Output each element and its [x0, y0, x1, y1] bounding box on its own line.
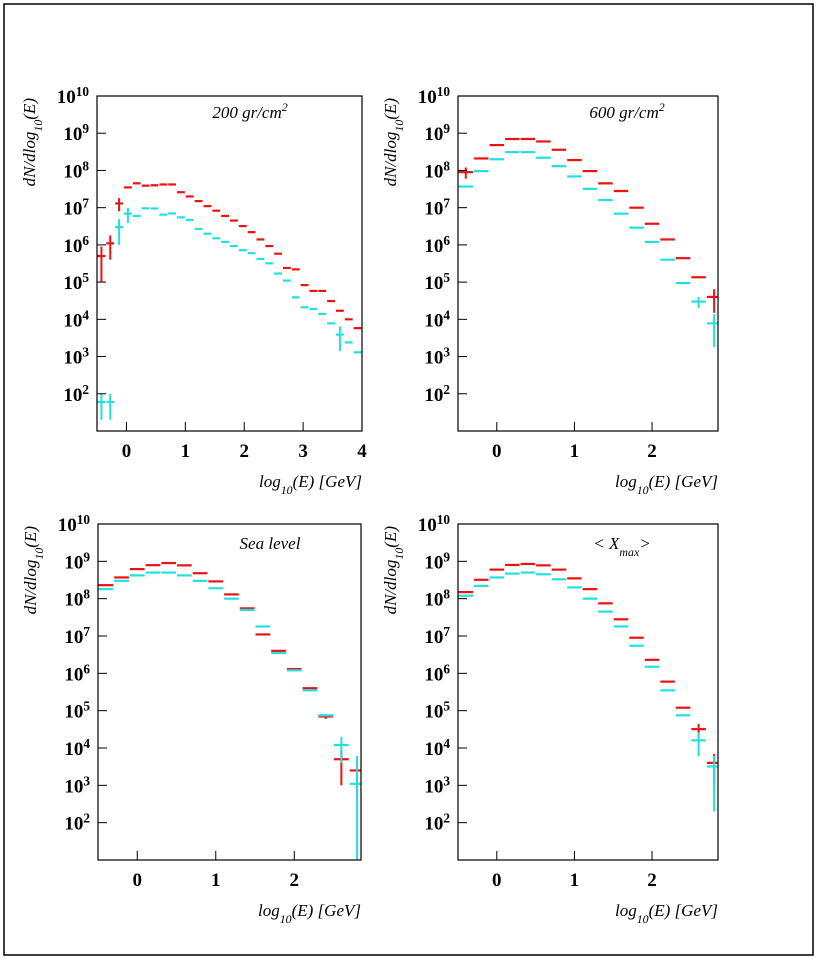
y-tick-label: 103 [63, 344, 89, 369]
x-axis-label: log10(E) [GeV] [615, 901, 718, 926]
x-axis-label: log10(E) [GeV] [615, 472, 718, 497]
x-tick-label: 3 [298, 441, 308, 462]
y-tick-label: 105 [64, 698, 90, 723]
y-tick-label: 103 [424, 773, 450, 798]
y-tick-label: 103 [64, 773, 90, 798]
y-axis-label: dN/dlog10(E) [20, 98, 45, 187]
y-tick-label: 104 [424, 307, 450, 332]
y-tick-label: 106 [424, 232, 450, 257]
y-tick-label: 1010 [57, 84, 90, 109]
plot [458, 562, 718, 812]
x-tick-label: 1 [211, 870, 221, 891]
frame [3, 3, 814, 956]
y-tick-label: 1010 [418, 84, 451, 109]
y-tick-label: 108 [63, 158, 89, 183]
y-tick-label: 1010 [418, 512, 451, 537]
plot-frame [97, 523, 362, 861]
panel-title: Sea level [240, 534, 301, 553]
x-tick-label: 2 [647, 870, 657, 891]
x-tick-label: 2 [239, 441, 249, 462]
y-tick-label: 106 [64, 661, 90, 686]
y-tick-label: 102 [64, 810, 90, 835]
y-tick-label: 105 [424, 698, 450, 723]
plot-frame [96, 95, 363, 432]
x-tick-label: 0 [492, 870, 502, 891]
panel-title: < Xmax> [593, 534, 650, 559]
plot [458, 137, 718, 348]
panel-title: 600 gr/cm2 [589, 100, 664, 122]
x-axis-label: log10(E) [GeV] [259, 472, 362, 497]
y-tick-label: 109 [64, 549, 90, 574]
y-tick-label: 1010 [58, 512, 91, 537]
x-tick-label: 0 [122, 441, 132, 462]
x-axis-label: log10(E) [GeV] [258, 901, 361, 926]
y-tick-label: 107 [64, 624, 90, 649]
x-tick-label: 1 [570, 870, 580, 891]
y-tick-label: 108 [64, 586, 90, 611]
y-tick-label: 102 [63, 381, 89, 406]
y-tick-label: 109 [63, 121, 89, 146]
y-tick-label: 104 [63, 307, 89, 332]
plot-frame [457, 523, 719, 861]
y-tick-label: 109 [424, 121, 450, 146]
plot [97, 182, 362, 420]
y-tick-label: 105 [63, 270, 89, 295]
x-tick-label: 1 [570, 441, 580, 462]
y-tick-label: 107 [63, 195, 89, 220]
y-tick-label: 102 [424, 381, 450, 406]
plot-frame [457, 95, 719, 432]
plot [98, 561, 361, 860]
y-tick-label: 106 [63, 232, 89, 257]
x-tick-label: 0 [133, 870, 143, 891]
y-tick-label: 104 [424, 736, 450, 761]
y-tick-label: 106 [424, 661, 450, 686]
y-axis-label: dN/dlog10(E) [381, 98, 406, 187]
x-tick-label: 4 [357, 441, 367, 462]
y-tick-label: 107 [424, 195, 450, 220]
y-tick-label: 103 [424, 344, 450, 369]
y-tick-label: 109 [424, 549, 450, 574]
x-tick-label: 1 [181, 441, 191, 462]
x-tick-label: 2 [647, 441, 657, 462]
y-tick-label: 104 [64, 736, 90, 761]
y-axis-label: dN/dlog10(E) [21, 526, 46, 615]
y-tick-label: 105 [424, 270, 450, 295]
y-axis-label: dN/dlog10(E) [381, 526, 406, 615]
y-tick-label: 108 [424, 158, 450, 183]
panel-title: 200 gr/cm2 [212, 100, 287, 122]
x-tick-label: 2 [290, 870, 300, 891]
y-tick-label: 108 [424, 586, 450, 611]
y-tick-label: 102 [424, 810, 450, 835]
y-tick-label: 107 [424, 624, 450, 649]
x-tick-label: 0 [492, 441, 502, 462]
